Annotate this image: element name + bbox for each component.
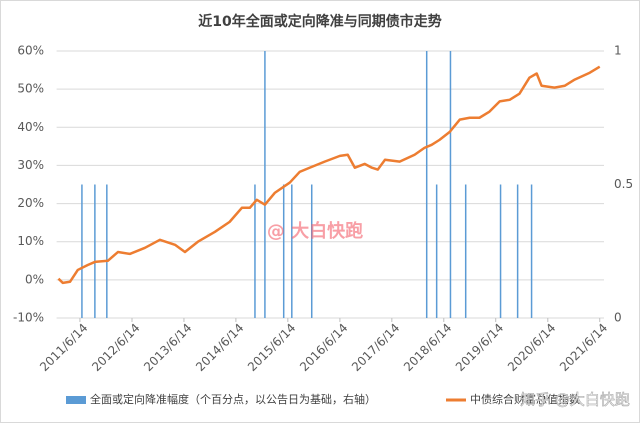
y-tick-label: 0% <box>25 272 44 286</box>
legend-item: 全面或定向降准幅度（个百分点，以公告日为基础，右轴） <box>66 392 376 406</box>
bar <box>254 184 256 318</box>
bar <box>449 51 452 318</box>
legend-label: 中债综合财富总值指数 <box>470 392 580 406</box>
legend-label: 全面或定向降准幅度（个百分点，以公告日为基础，右轴） <box>90 392 376 406</box>
bar <box>94 184 96 318</box>
bar <box>106 184 108 318</box>
bar <box>516 184 519 318</box>
bar <box>464 184 467 318</box>
bar <box>499 184 502 318</box>
watermark: 知乎 @大白快跑 <box>520 391 630 409</box>
bar <box>310 184 313 318</box>
bar <box>435 184 438 318</box>
watermark: @ 大白快跑 <box>267 220 363 242</box>
y-tick-label: 60% <box>17 44 44 58</box>
y-tick-label: 40% <box>17 120 44 134</box>
y-tick-label: -10% <box>13 311 44 325</box>
line <box>57 65 601 285</box>
y-tick-label: 20% <box>17 196 44 210</box>
legend-swatch <box>66 396 86 404</box>
bar <box>530 184 533 318</box>
bar <box>264 51 266 318</box>
bar <box>425 51 428 318</box>
bar <box>81 184 83 318</box>
chart-title: 近10年全面或定向降准与同期债市走势 <box>198 13 441 30</box>
legend-item: 中债综合财富总值指数 <box>446 392 580 406</box>
y-tick-label: 50% <box>17 82 44 96</box>
y-tick-label: 30% <box>17 158 44 172</box>
bar <box>291 184 293 318</box>
y2-tick-label: 1 <box>614 44 622 58</box>
y-tick-label: 10% <box>17 234 44 248</box>
y2-tick-label: 0.5 <box>614 177 633 191</box>
y2-tick-label: 0 <box>614 311 622 325</box>
bar <box>282 184 285 318</box>
